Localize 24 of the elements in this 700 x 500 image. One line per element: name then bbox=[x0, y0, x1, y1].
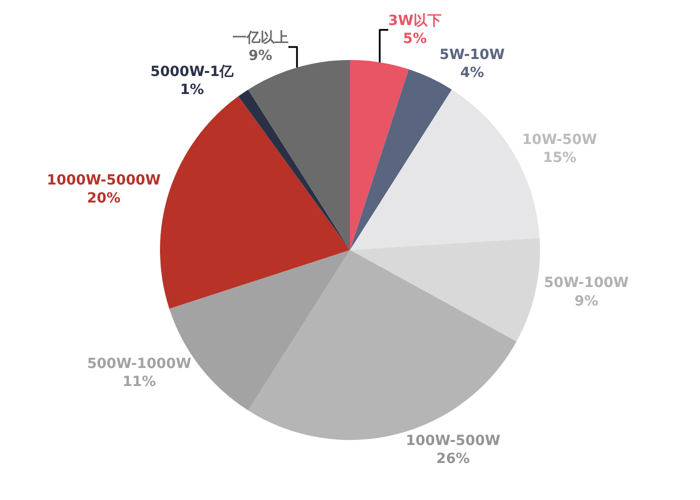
data-label: 5% bbox=[402, 30, 427, 47]
pie-slice bbox=[350, 238, 540, 342]
data-label: 26% bbox=[436, 451, 470, 468]
slice-label: 一亿以上 bbox=[232, 30, 288, 46]
slice-label: 500W-1000W bbox=[87, 356, 192, 372]
pie-slice bbox=[248, 60, 350, 250]
slice-label: 3W以下 bbox=[388, 12, 442, 29]
slice-label: 50W-100W bbox=[544, 275, 629, 292]
slice-label: 100W-500W bbox=[406, 432, 500, 449]
data-label: 15% bbox=[542, 150, 576, 166]
data-label: 11% bbox=[122, 374, 156, 390]
slice-label: 1000W-5000W bbox=[46, 172, 161, 189]
pie-slice bbox=[350, 60, 409, 250]
slice-label: 10W-50W bbox=[522, 132, 598, 148]
pie-slice bbox=[160, 96, 350, 309]
pie-slice bbox=[238, 90, 350, 250]
data-label: 9% bbox=[248, 48, 272, 64]
data-label: 1% bbox=[180, 82, 204, 98]
slice-label: 5W-10W bbox=[439, 46, 505, 63]
data-label: 20% bbox=[86, 190, 121, 207]
data-label: 9% bbox=[574, 293, 598, 310]
pie-slice bbox=[350, 69, 452, 250]
slice-label: 5000W-1亿 bbox=[150, 64, 235, 80]
data-label: 4% bbox=[460, 65, 484, 82]
